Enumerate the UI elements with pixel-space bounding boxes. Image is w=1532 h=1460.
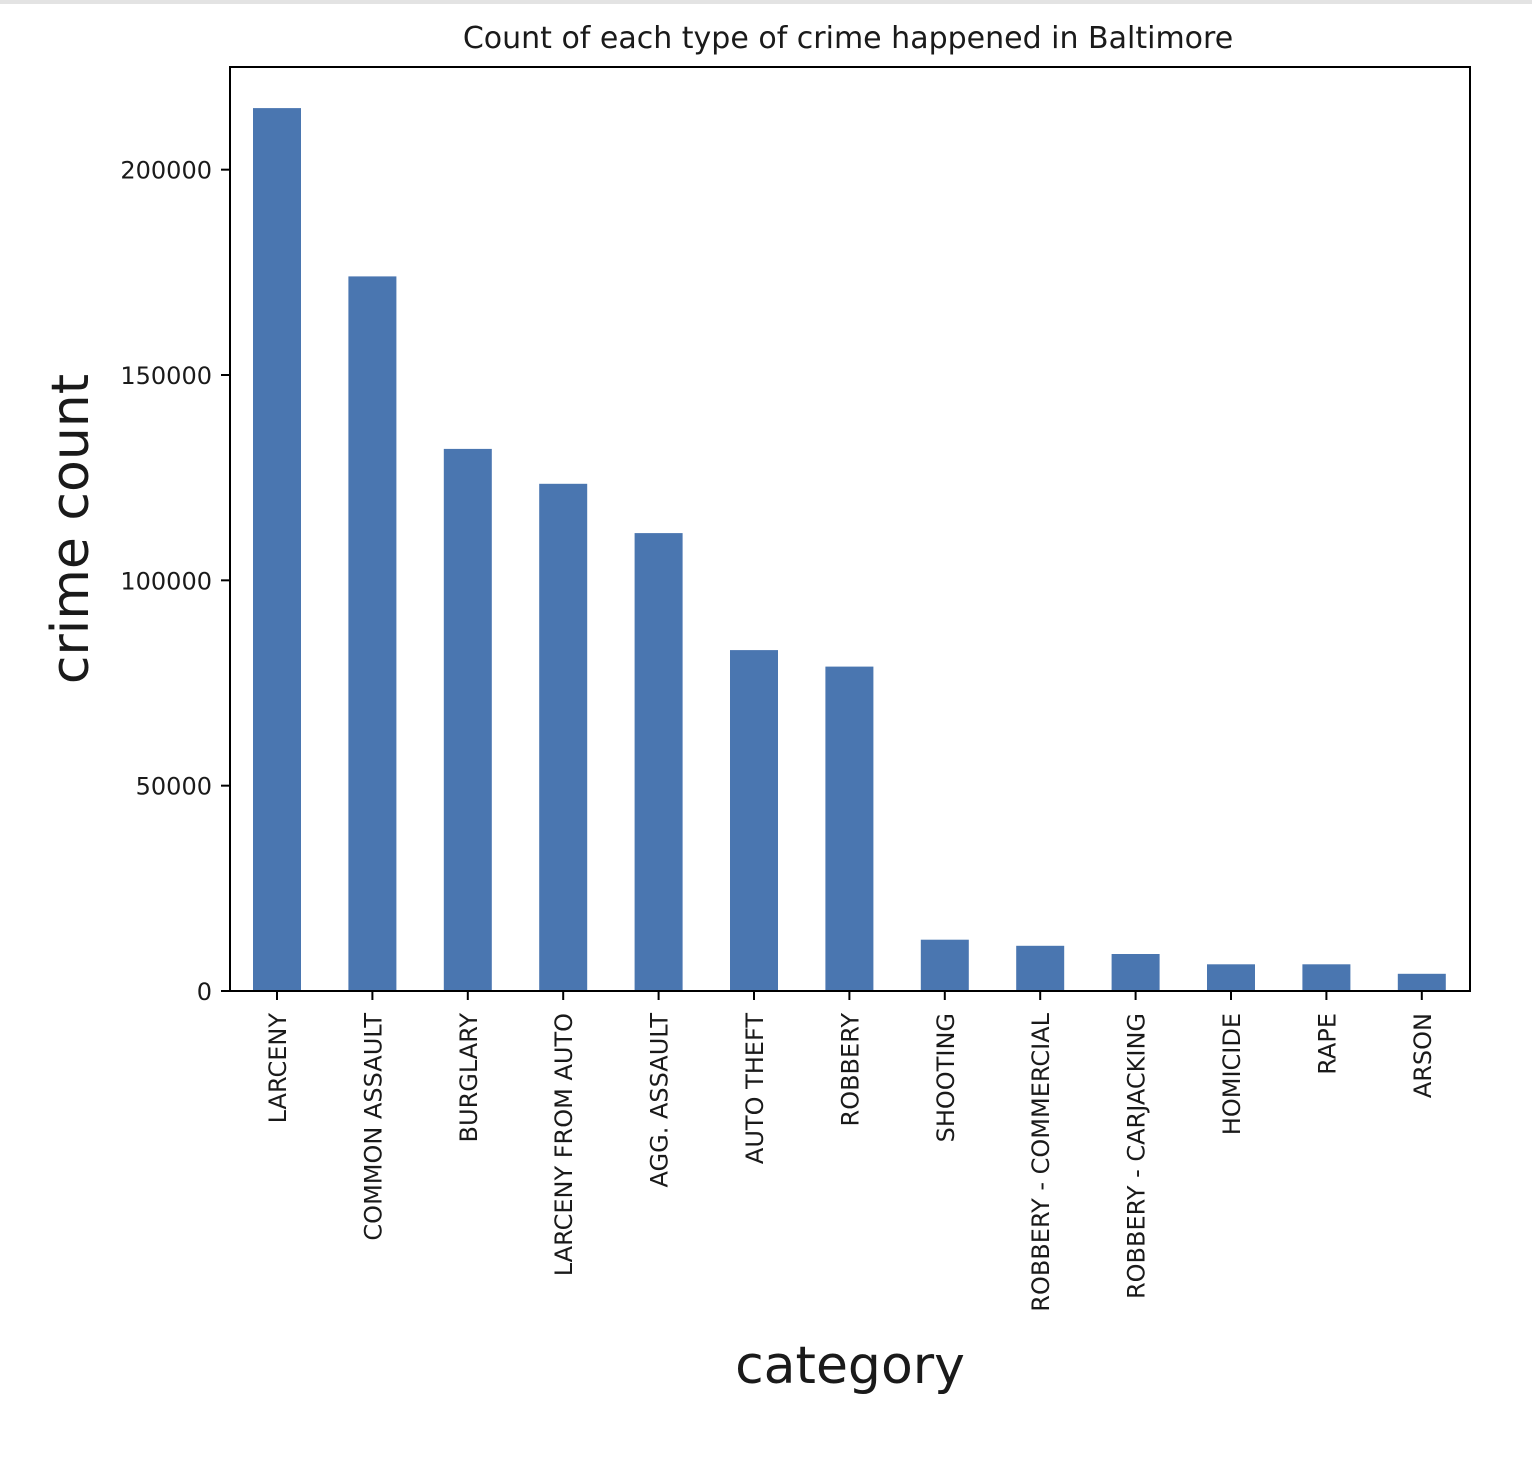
y-axis: 0 50000 100000 150000 200000 bbox=[120, 157, 230, 1006]
y-tick-label: 200000 bbox=[120, 157, 212, 185]
x-tick-label: LARCENY FROM AUTO bbox=[550, 1013, 578, 1276]
y-tick-label: 150000 bbox=[120, 362, 212, 390]
bar-agg-assault bbox=[634, 533, 683, 991]
bar-common-assault bbox=[348, 276, 397, 991]
x-tick-label: RAPE bbox=[1313, 1013, 1341, 1075]
x-tick-label: ARSON bbox=[1409, 1013, 1437, 1098]
x-tick-label: BURGLARY bbox=[455, 1013, 483, 1143]
x-tick-label: ROBBERY - COMMERCIAL bbox=[1027, 1012, 1055, 1311]
y-tick-label: 50000 bbox=[136, 773, 212, 801]
x-tick-label: AGG. ASSAULT bbox=[646, 1013, 674, 1188]
chart-title: Count of each type of crime happened in … bbox=[463, 21, 1233, 56]
x-tick-label: ROBBERY bbox=[836, 1013, 864, 1127]
bar-robbery bbox=[825, 666, 874, 991]
bar-rape bbox=[1302, 964, 1351, 991]
y-tick-label: 0 bbox=[197, 978, 212, 1006]
bar-robbery-commercial bbox=[1016, 945, 1065, 991]
x-tick-label: ROBBERY - CARJACKING bbox=[1123, 1013, 1151, 1299]
x-tick-label: SHOOTING bbox=[932, 1013, 960, 1142]
x-tick-label: HOMICIDE bbox=[1218, 1013, 1246, 1135]
bar-robbery-carjacking bbox=[1111, 954, 1160, 991]
y-tick-label: 100000 bbox=[120, 567, 212, 595]
bar-larceny bbox=[253, 108, 301, 992]
bar-shooting bbox=[920, 939, 969, 991]
y-axis-label: crime count bbox=[41, 374, 101, 684]
top-divider bbox=[0, 0, 1532, 4]
bar-auto-theft bbox=[730, 650, 778, 991]
x-axis-label: category bbox=[735, 1336, 965, 1396]
x-tick-label: LARCENY bbox=[264, 1013, 292, 1124]
bar-homicide bbox=[1207, 964, 1255, 991]
bar-larceny-from-auto bbox=[539, 483, 588, 991]
x-tick-label: AUTO THEFT bbox=[741, 1013, 769, 1164]
bars-group bbox=[253, 108, 1446, 992]
bar-burglary bbox=[443, 448, 492, 991]
bar-arson bbox=[1397, 973, 1446, 991]
x-axis: LARCENY COMMON ASSAULT BURGLARY LARCENY FRO… bbox=[264, 991, 1437, 1312]
x-tick-label: COMMON ASSAULT bbox=[359, 1013, 387, 1241]
